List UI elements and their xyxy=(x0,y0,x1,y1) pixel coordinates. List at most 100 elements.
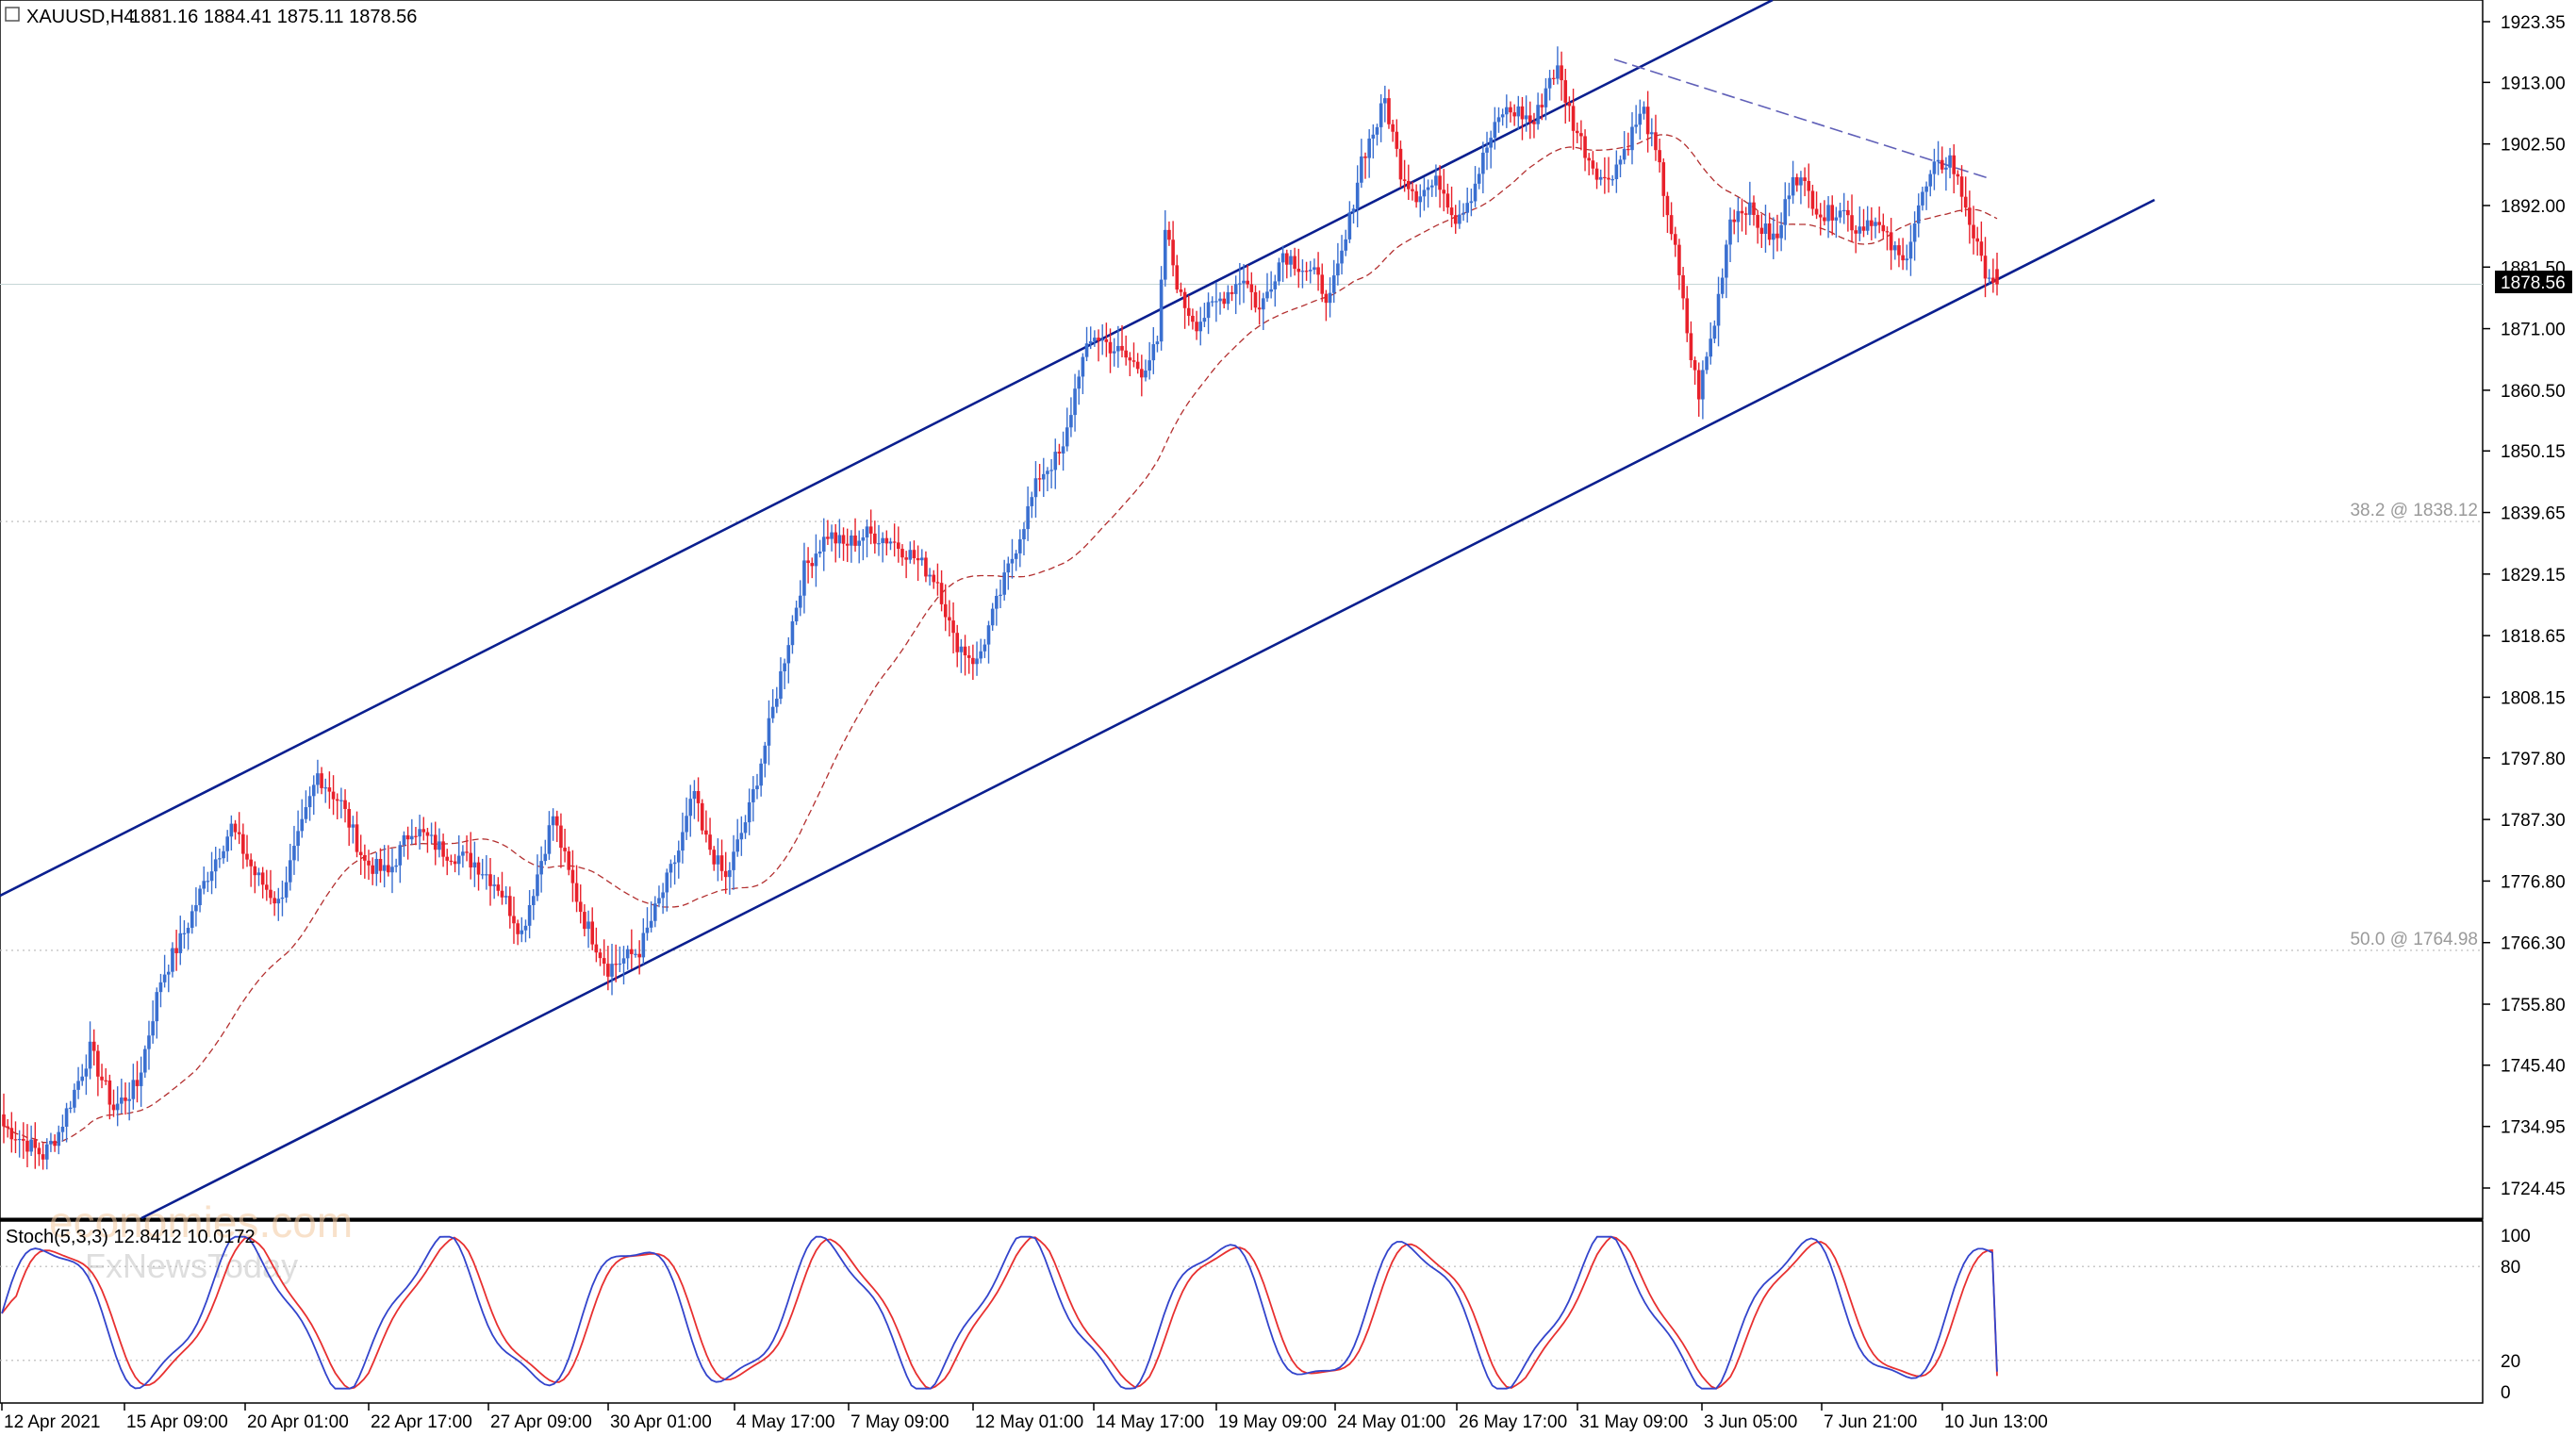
candle-body xyxy=(904,557,908,560)
candle-body xyxy=(1163,229,1167,280)
candle-body xyxy=(1952,155,1957,174)
candle-body xyxy=(1340,250,1344,264)
candle-body xyxy=(1516,106,1521,117)
candle-body xyxy=(1932,161,1937,174)
candle-body xyxy=(351,824,355,828)
candle-body xyxy=(209,871,214,882)
candle-body xyxy=(1144,371,1148,378)
candle-body xyxy=(1391,124,1395,132)
price-tick-label: 1902.50 xyxy=(2501,136,2566,156)
candle-body xyxy=(1124,350,1128,358)
candle-body xyxy=(367,860,371,866)
candle-body xyxy=(649,920,653,928)
candle-body xyxy=(739,833,744,840)
candle-body xyxy=(1701,370,1705,400)
candle-body xyxy=(986,625,991,645)
candle-body xyxy=(135,1080,140,1086)
watermark-brand2: FxNewsToday xyxy=(85,1246,298,1285)
candle-body xyxy=(1171,239,1175,266)
candle-body xyxy=(1924,186,1928,192)
stoch-level-label: 100 xyxy=(2501,1227,2531,1246)
candle-body xyxy=(1100,338,1104,341)
candle-body xyxy=(480,874,485,876)
candle-body xyxy=(418,829,421,837)
candle-body xyxy=(331,791,336,800)
candle-body xyxy=(1438,175,1442,190)
candle-body xyxy=(355,824,359,852)
candle-body xyxy=(1445,193,1450,208)
candle-body xyxy=(225,836,230,851)
candle-body xyxy=(1736,210,1741,223)
candle-body xyxy=(1500,114,1505,118)
candle-body xyxy=(732,851,735,870)
candle-body xyxy=(300,818,305,832)
candle-body xyxy=(583,912,586,930)
main-plot-frame xyxy=(0,0,2484,1220)
candle-body xyxy=(1877,222,1881,225)
candle-body xyxy=(456,855,461,865)
candle-body xyxy=(37,1147,41,1155)
candle-body xyxy=(606,964,610,977)
candle-body xyxy=(1799,177,1803,186)
candle-body xyxy=(786,645,791,664)
candle-body xyxy=(759,763,763,786)
time-tick-label: 7 Jun 21:00 xyxy=(1824,1412,1917,1431)
candle-body xyxy=(881,537,884,544)
candle-body xyxy=(1658,150,1661,163)
candle-body xyxy=(53,1140,57,1147)
candle-body xyxy=(1627,148,1630,151)
candle-body xyxy=(1324,293,1329,304)
price-tick-label: 1829.15 xyxy=(2501,566,2566,586)
candle-body xyxy=(269,889,272,899)
current-price-box xyxy=(2495,271,2572,293)
candle-body xyxy=(802,560,806,596)
candle-body xyxy=(171,948,174,972)
candle-body xyxy=(229,823,234,837)
candle-body xyxy=(1218,298,1222,302)
candle-body xyxy=(1414,190,1418,203)
candle-body xyxy=(1767,223,1772,240)
candle-body xyxy=(1826,205,1830,222)
candle-body xyxy=(151,1021,155,1036)
price-tick-label: 1745.40 xyxy=(2501,1057,2566,1077)
candle-body xyxy=(80,1076,85,1081)
candle-body xyxy=(1485,147,1489,153)
candle-body xyxy=(1458,214,1461,224)
candle-body xyxy=(1320,274,1325,294)
candle-body xyxy=(311,784,316,797)
candle-body xyxy=(1763,223,1768,235)
candle-body xyxy=(1948,155,1952,168)
candle-body xyxy=(1803,177,1807,181)
candle-body xyxy=(22,1138,25,1141)
time-tick-label: 20 Apr 01:00 xyxy=(247,1412,349,1431)
candle-body xyxy=(1030,497,1034,506)
candle-body xyxy=(1093,338,1097,341)
candle-body xyxy=(516,923,520,934)
candle-body xyxy=(1818,214,1823,218)
candle-body xyxy=(1509,107,1512,113)
candle-body xyxy=(1560,65,1563,81)
candle-body xyxy=(233,823,238,833)
candle-body xyxy=(1135,361,1140,370)
candle-body xyxy=(1963,196,1968,208)
candle-body xyxy=(1921,191,1924,206)
candle-body xyxy=(1940,159,1944,170)
time-tick-label: 19 May 09:00 xyxy=(1218,1412,1327,1431)
candle-body xyxy=(645,927,650,933)
candle-body xyxy=(1151,344,1156,361)
candle-body xyxy=(1198,322,1203,332)
candle-body xyxy=(1493,122,1497,139)
price-tick-label: 1808.15 xyxy=(2501,688,2566,708)
candle-body xyxy=(1175,265,1180,290)
candle-body xyxy=(1791,176,1795,196)
symbol-header: XAUUSD,H4 1881.16 1884.41 1875.11 1878.5… xyxy=(5,7,417,27)
stoch-signal-line xyxy=(1,1235,1998,1390)
candle-body xyxy=(1603,176,1607,179)
candle-body xyxy=(1367,138,1371,158)
candle-body xyxy=(1249,284,1254,292)
candle-body xyxy=(1473,183,1478,202)
candle-body xyxy=(1740,210,1744,214)
candle-body xyxy=(304,807,308,819)
